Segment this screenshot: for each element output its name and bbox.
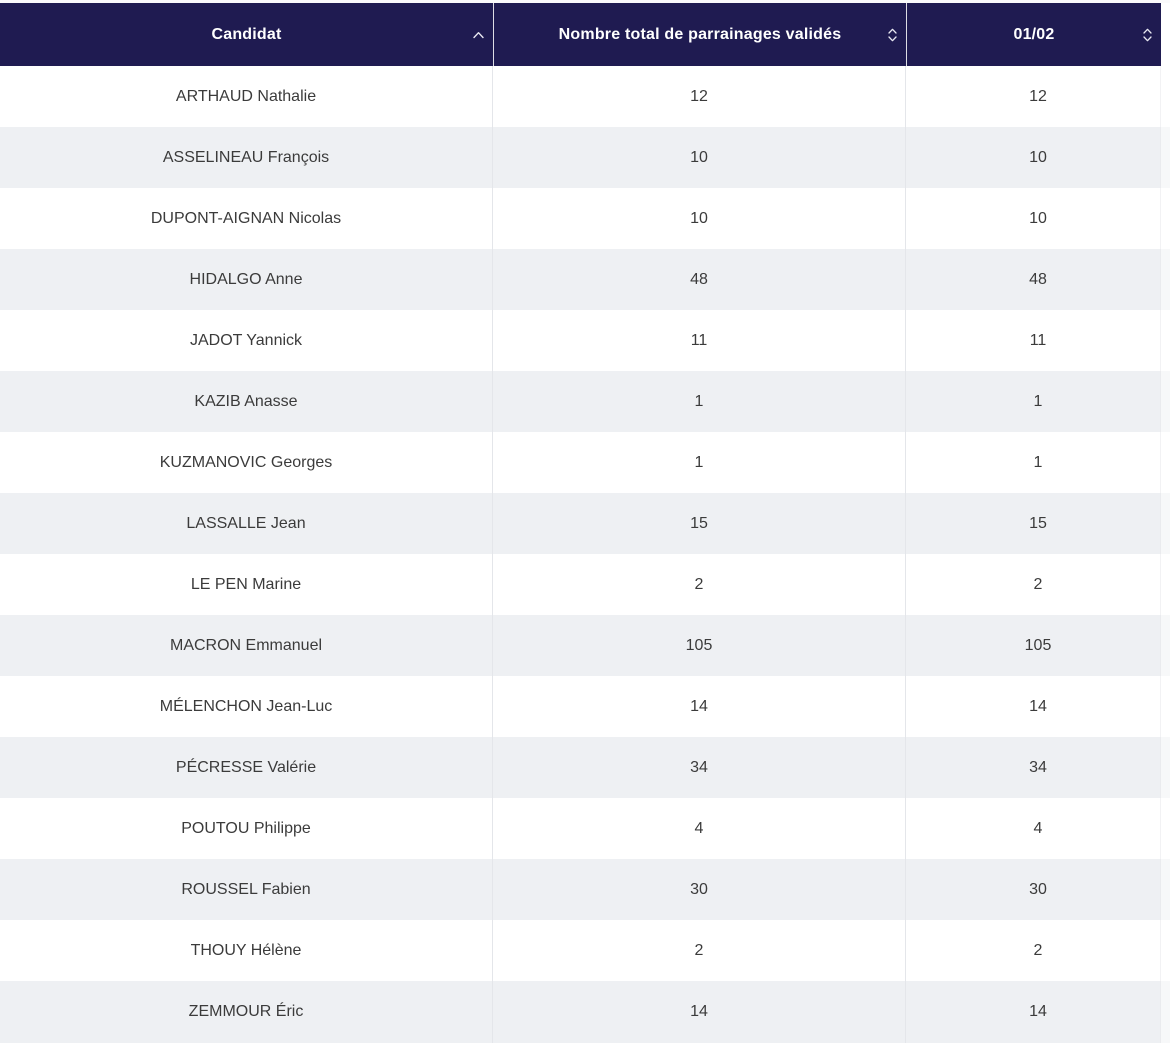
total-parrainages-cell: 10	[493, 188, 906, 249]
column-header-candidat-label: Candidat	[211, 25, 282, 43]
candidate-name-cell: DUPONT-AIGNAN Nicolas	[0, 188, 493, 249]
total-parrainages-cell: 2	[493, 554, 906, 615]
candidate-name-cell: PÉCRESSE Valérie	[0, 737, 493, 798]
candidate-name-cell: JADOT Yannick	[0, 310, 493, 371]
table-row: PÉCRESSE Valérie 34 34	[0, 737, 1170, 798]
parrainages-table: Candidat Nombre total de parrainages val…	[0, 3, 1170, 1043]
total-parrainages-cell: 12	[493, 66, 906, 127]
table-row: ASSELINEAU François 10 10	[0, 127, 1170, 188]
chevron-up-down-icon	[887, 27, 898, 43]
total-parrainages-cell: 1	[493, 371, 906, 432]
candidate-name-cell: ZEMMOUR Éric	[0, 981, 493, 1043]
total-parrainages-cell: 10	[493, 127, 906, 188]
table-row: KAZIB Anasse 1 1	[0, 371, 1170, 432]
table-row: MÉLENCHON Jean-Luc 14 14	[0, 676, 1170, 737]
column-header-nombre-total-label: Nombre total de parrainages validés	[558, 25, 842, 43]
candidate-name-cell: MÉLENCHON Jean-Luc	[0, 676, 493, 737]
candidate-name-cell: HIDALGO Anne	[0, 249, 493, 310]
column-header-01-02[interactable]: 01/02	[906, 3, 1161, 66]
date-01-02-cell: 15	[1029, 514, 1047, 532]
date-01-02-cell: 10	[1029, 209, 1047, 227]
candidate-name-cell: ARTHAUD Nathalie	[0, 66, 493, 127]
total-parrainages-cell: 4	[493, 798, 906, 859]
total-parrainages-cell: 1	[493, 432, 906, 493]
table-row: POUTOU Philippe 4 4	[0, 798, 1170, 859]
column-header-01-02-label: 01/02	[1013, 25, 1055, 43]
candidate-name-cell: LE PEN Marine	[0, 554, 493, 615]
table-row: KUZMANOVIC Georges 1 1	[0, 432, 1170, 493]
total-parrainages-cell: 14	[493, 676, 906, 737]
table-body: ARTHAUD Nathalie 12 12 ASSELINEAU Franço…	[0, 66, 1170, 1043]
date-01-02-cell: 11	[1029, 331, 1047, 349]
candidate-name-cell: ASSELINEAU François	[0, 127, 493, 188]
total-parrainages-cell: 30	[493, 859, 906, 920]
candidate-name-cell: POUTOU Philippe	[0, 798, 493, 859]
table-row: HIDALGO Anne 48 48	[0, 249, 1170, 310]
table-row: ZEMMOUR Éric 14 14	[0, 981, 1170, 1043]
date-01-02-cell: 30	[1029, 880, 1047, 898]
candidate-name-cell: KAZIB Anasse	[0, 371, 493, 432]
total-parrainages-cell: 15	[493, 493, 906, 554]
table-row: MACRON Emmanuel 105 105	[0, 615, 1170, 676]
date-01-02-cell: 1	[1033, 392, 1043, 410]
date-01-02-cell: 48	[1029, 270, 1047, 288]
table-row: LASSALLE Jean 15 15	[0, 493, 1170, 554]
total-parrainages-cell: 14	[493, 981, 906, 1043]
total-parrainages-cell: 34	[493, 737, 906, 798]
table-row: ARTHAUD Nathalie 12 12	[0, 66, 1170, 127]
table-header-row: Candidat Nombre total de parrainages val…	[0, 3, 1161, 66]
table-row: THOUY Hélène 2 2	[0, 920, 1170, 981]
candidate-name-cell: KUZMANOVIC Georges	[0, 432, 493, 493]
table-row: JADOT Yannick 11 11	[0, 310, 1170, 371]
total-parrainages-cell: 105	[493, 615, 906, 676]
total-parrainages-cell: 48	[493, 249, 906, 310]
candidate-name-cell: ROUSSEL Fabien	[0, 859, 493, 920]
date-01-02-cell: 2	[1033, 575, 1043, 593]
total-parrainages-cell: 2	[493, 920, 906, 981]
date-01-02-cell: 34	[1029, 758, 1047, 776]
candidate-name-cell: MACRON Emmanuel	[0, 615, 493, 676]
date-01-02-cell: 14	[1029, 697, 1047, 715]
candidate-name-cell: THOUY Hélène	[0, 920, 493, 981]
date-01-02-cell: 2	[1033, 941, 1043, 959]
candidate-name-cell: LASSALLE Jean	[0, 493, 493, 554]
date-01-02-cell: 4	[1033, 819, 1043, 837]
table-row: DUPONT-AIGNAN Nicolas 10 10	[0, 188, 1170, 249]
table-row: ROUSSEL Fabien 30 30	[0, 859, 1170, 920]
chevron-up-icon	[472, 30, 485, 39]
page-top-gap	[0, 0, 1170, 3]
column-header-candidat[interactable]: Candidat	[0, 3, 493, 66]
date-01-02-cell: 14	[1029, 1003, 1047, 1020]
date-01-02-cell: 1	[1033, 453, 1043, 471]
date-01-02-cell: 12	[1029, 87, 1047, 105]
total-parrainages-cell: 11	[493, 310, 906, 371]
table-row: LE PEN Marine 2 2	[0, 554, 1170, 615]
date-01-02-cell: 105	[1024, 636, 1052, 654]
chevron-up-down-icon	[1142, 27, 1153, 43]
column-header-nombre-total[interactable]: Nombre total de parrainages validés	[493, 3, 906, 66]
date-01-02-cell: 10	[1029, 148, 1047, 166]
